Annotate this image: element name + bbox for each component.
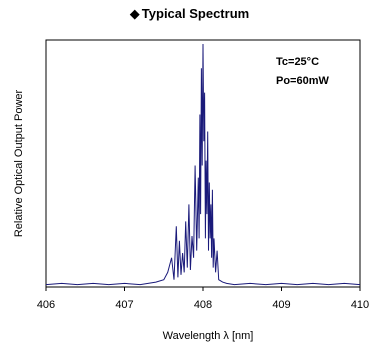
spectrum-line bbox=[45, 43, 361, 286]
x-tick-label: 409 bbox=[272, 299, 290, 311]
y-axis-label: Relative Optical Output Power bbox=[13, 89, 25, 237]
x-tick-label: 410 bbox=[351, 299, 369, 311]
diamond-bullet-icon: ◆ bbox=[129, 6, 140, 21]
x-tick-label: 407 bbox=[115, 299, 133, 311]
x-tick-label: 408 bbox=[194, 299, 212, 311]
annotation-power: Po=60mW bbox=[276, 75, 329, 87]
chart-title-text: Typical Spectrum bbox=[141, 6, 250, 21]
x-axis-label: Wavelength λ [nm] bbox=[163, 330, 254, 342]
x-ticks: 406 407 408 409 410 bbox=[37, 287, 369, 311]
x-tick-label: 406 bbox=[37, 299, 55, 311]
chart-title: ◆ Typical Spectrum bbox=[0, 6, 379, 22]
annotation-temperature: Tc=25°C bbox=[276, 56, 319, 68]
